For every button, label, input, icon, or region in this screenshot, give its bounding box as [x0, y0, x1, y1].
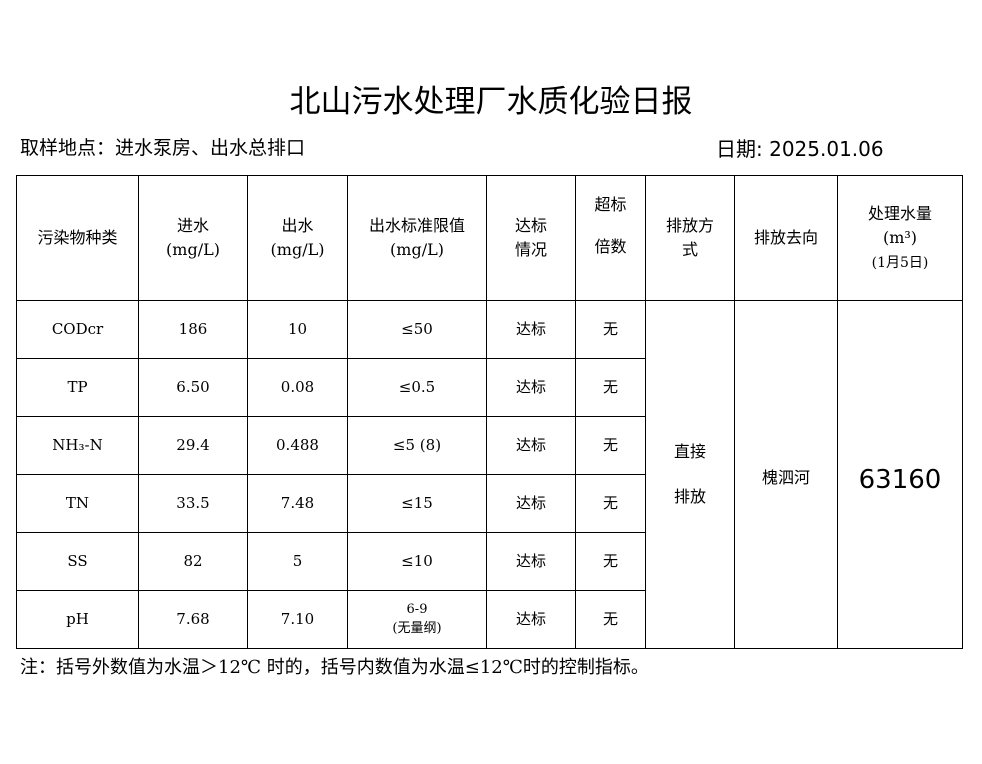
table-row: TP 6.50 0.08 ≤0.5 达标 无 [16, 358, 963, 417]
table-row: CODcr 186 10 ≤50 达标 无 直接 排放 槐泗河 63160 [16, 300, 963, 649]
inflow-value: 7.68 [138, 590, 248, 649]
pollutant-name: TN [16, 474, 139, 533]
header-exceed: 超标 倍数 [575, 175, 646, 301]
header-inflow: 进水 (mg/L) [138, 175, 248, 301]
discharge-destination: 槐泗河 [734, 300, 838, 649]
pollutant-name: SS [16, 532, 139, 591]
exceed-value: 无 [575, 300, 646, 359]
limit-value: 6-9 (无量纲) [347, 590, 487, 649]
outflow-value: 0.488 [247, 416, 348, 475]
status-value: 达标 [486, 590, 576, 649]
discharge-method: 直接 排放 [645, 300, 735, 649]
footnote: 注：括号外数值为水温＞12℃ 时的，括号内数值为水温≤12℃时的控制指标。 [20, 657, 649, 678]
header-volume: 处理水量 (m³) (1月5日) [837, 175, 963, 301]
inflow-value: 6.50 [138, 358, 248, 417]
status-value: 达标 [486, 416, 576, 475]
status-value: 达标 [486, 358, 576, 417]
header-limit: 出水标准限值 (mg/L) [347, 175, 487, 301]
header-destination: 排放去向 [734, 175, 838, 301]
exceed-value: 无 [575, 532, 646, 591]
header-outflow: 出水 (mg/L) [247, 175, 348, 301]
limit-value: ≤10 [347, 532, 487, 591]
sampling-location: 取样地点：进水泵房、出水总排口 [20, 137, 306, 159]
status-value: 达标 [486, 474, 576, 533]
table-row: pH 7.68 7.10 6-9 (无量纲) 达标 无 [16, 590, 963, 649]
treated-volume: 63160 [837, 300, 963, 649]
status-value: 达标 [486, 300, 576, 359]
header-pollutant: 污染物种类 [16, 175, 139, 301]
inflow-value: 33.5 [138, 474, 248, 533]
exceed-value: 无 [575, 416, 646, 475]
inflow-value: 186 [138, 300, 248, 359]
inflow-value: 82 [138, 532, 248, 591]
page-title: 北山污水处理厂水质化验日报 [289, 84, 693, 120]
table-row: NH₃-N 29.4 0.488 ≤5 (8) 达标 无 [16, 416, 963, 475]
outflow-value: 10 [247, 300, 348, 359]
status-value: 达标 [486, 532, 576, 591]
table-row: SS 82 5 ≤10 达标 无 [16, 532, 963, 591]
inflow-value: 29.4 [138, 416, 248, 475]
pollutant-name: CODcr [16, 300, 139, 359]
header-method: 排放方式 [645, 175, 735, 301]
limit-value: ≤5 (8) [347, 416, 487, 475]
limit-value: ≤0.5 [347, 358, 487, 417]
limit-value: ≤50 [347, 300, 487, 359]
exceed-value: 无 [575, 358, 646, 417]
table-row: TN 33.5 7.48 ≤15 达标 无 [16, 474, 963, 533]
water-quality-table: 污染物种类 进水 (mg/L) 出水 (mg/L) 出水标准限值 (mg/L) 达标情… [16, 175, 963, 649]
header-status: 达标 情况 [486, 175, 576, 301]
pollutant-name: pH [16, 590, 139, 649]
exceed-value: 无 [575, 474, 646, 533]
exceed-value: 无 [575, 590, 646, 649]
report-date: 日期: 2025.01.06 [716, 137, 884, 161]
outflow-value: 5 [247, 532, 348, 591]
outflow-value: 0.08 [247, 358, 348, 417]
pollutant-name: TP [16, 358, 139, 417]
header-row: 污染物种类 进水 (mg/L) 出水 (mg/L) 出水标准限值 (mg/L) 达标情… [16, 175, 963, 301]
outflow-value: 7.10 [247, 590, 348, 649]
limit-value: ≤15 [347, 474, 487, 533]
pollutant-name: NH₃-N [16, 416, 139, 475]
outflow-value: 7.48 [247, 474, 348, 533]
